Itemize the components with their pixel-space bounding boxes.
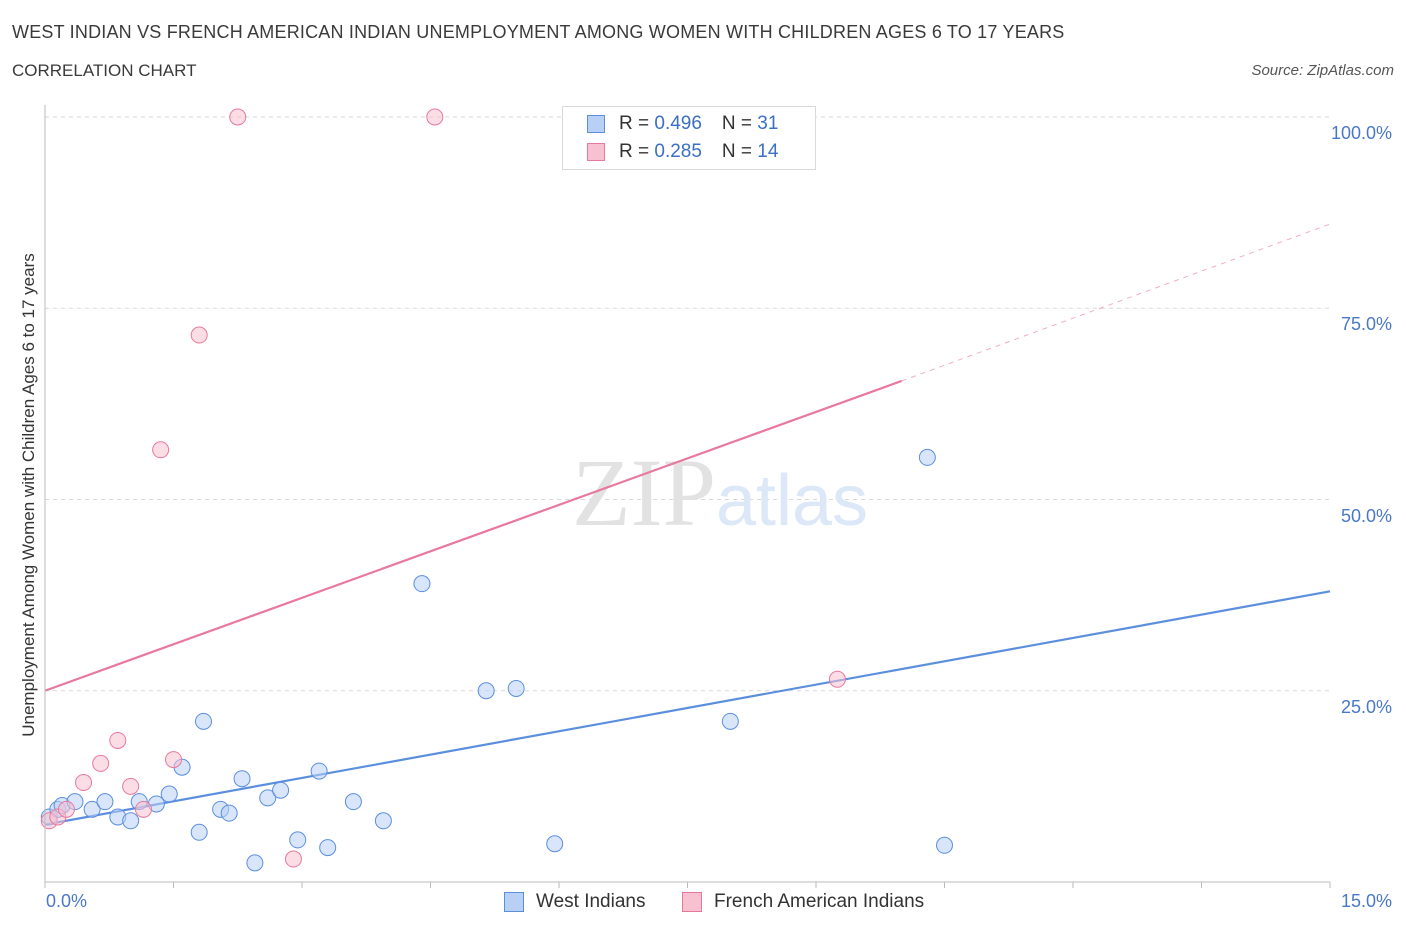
- y-axis-label: Unemployment Among Women with Children A…: [19, 253, 38, 737]
- data-point-west-indians: [413, 575, 431, 593]
- data-point-west-indians: [160, 785, 178, 803]
- data-point-west-indians: [918, 448, 936, 466]
- data-point-french-american-indians: [75, 774, 93, 792]
- r-label: R =: [619, 113, 655, 134]
- trend-line-french-american-indians: [44, 379, 903, 692]
- chart-subtitle: CORRELATION CHART: [12, 61, 197, 80]
- legend-item-west-indians[interactable]: West Indians: [504, 890, 645, 914]
- stats-legend: R = 0.496 N = 31 R = 0.285 N = 14: [562, 106, 816, 170]
- data-point-french-american-indians: [57, 800, 75, 818]
- data-point-west-indians: [477, 682, 495, 700]
- data-point-french-american-indians: [122, 777, 140, 795]
- data-point-french-american-indians: [284, 850, 302, 868]
- data-point-west-indians: [319, 839, 337, 857]
- n-value: 31: [757, 113, 779, 134]
- n-label: N =: [721, 113, 758, 134]
- y-tick-label: 75.0%: [1340, 314, 1392, 335]
- r-value: 0.285: [654, 141, 702, 162]
- r-label: R =: [619, 141, 655, 162]
- legend-item-french-american-indians[interactable]: French American Indians: [682, 890, 924, 914]
- r-value: 0.496: [654, 113, 702, 134]
- data-point-french-american-indians: [109, 731, 127, 749]
- data-point-french-american-indians: [135, 800, 153, 818]
- data-point-west-indians: [310, 762, 328, 780]
- data-point-west-indians: [233, 770, 251, 788]
- data-point-west-indians: [272, 781, 290, 799]
- chart-source: Source: ZipAtlas.com: [1251, 62, 1394, 79]
- legend-label: West Indians: [536, 891, 646, 912]
- x-tick-label-min: 0.0%: [46, 891, 88, 911]
- data-point-french-american-indians: [165, 751, 182, 769]
- data-point-west-indians: [344, 793, 362, 811]
- watermark: ZIPatlas: [572, 439, 868, 546]
- data-point-french-american-indians: [426, 108, 444, 126]
- data-point-west-indians: [246, 854, 264, 872]
- legend-swatch-pink: [587, 143, 605, 161]
- data-point-west-indians: [220, 804, 238, 822]
- data-point-french-american-indians: [92, 754, 110, 772]
- data-point-french-american-indians: [229, 108, 247, 126]
- x-tick-label-max: 15.0%: [1340, 891, 1392, 911]
- data-point-french-american-indians: [152, 441, 170, 459]
- trend-line-west-indians: [44, 590, 1331, 826]
- data-point-west-indians: [936, 836, 953, 854]
- chart-title: WEST INDIAN VS FRENCH AMERICAN INDIAN UN…: [12, 22, 1065, 42]
- data-point-west-indians: [190, 823, 208, 841]
- data-point-west-indians: [259, 789, 277, 807]
- legend-swatch-pink: [682, 892, 702, 912]
- n-label: N =: [721, 141, 758, 162]
- data-point-french-american-indians: [190, 326, 208, 344]
- y-tick-label: 50.0%: [1340, 505, 1392, 526]
- legend-label: French American Indians: [714, 891, 925, 912]
- data-point-french-american-indians: [828, 670, 846, 688]
- legend-swatch-blue: [587, 115, 605, 133]
- data-point-west-indians: [507, 679, 525, 697]
- stats-legend-row-west-indians: R = 0.496 N = 31: [587, 112, 778, 136]
- data-point-west-indians: [289, 831, 307, 849]
- trend-line-extension: [901, 223, 1331, 382]
- n-value: 14: [757, 141, 779, 162]
- y-tick-label: 25.0%: [1340, 696, 1392, 717]
- data-point-west-indians: [122, 812, 140, 830]
- watermark-atlas: atlas: [716, 461, 868, 541]
- stats-legend-row-french-american-indians: R = 0.285 N = 14: [587, 140, 778, 164]
- y-tick-label: 100.0%: [1330, 123, 1392, 143]
- data-point-west-indians: [374, 812, 392, 830]
- legend-swatch-blue: [504, 892, 524, 912]
- data-point-west-indians: [194, 712, 212, 730]
- data-point-west-indians: [83, 800, 101, 818]
- data-point-west-indians: [96, 793, 114, 811]
- data-point-west-indians: [546, 835, 564, 853]
- data-point-west-indians: [721, 712, 739, 730]
